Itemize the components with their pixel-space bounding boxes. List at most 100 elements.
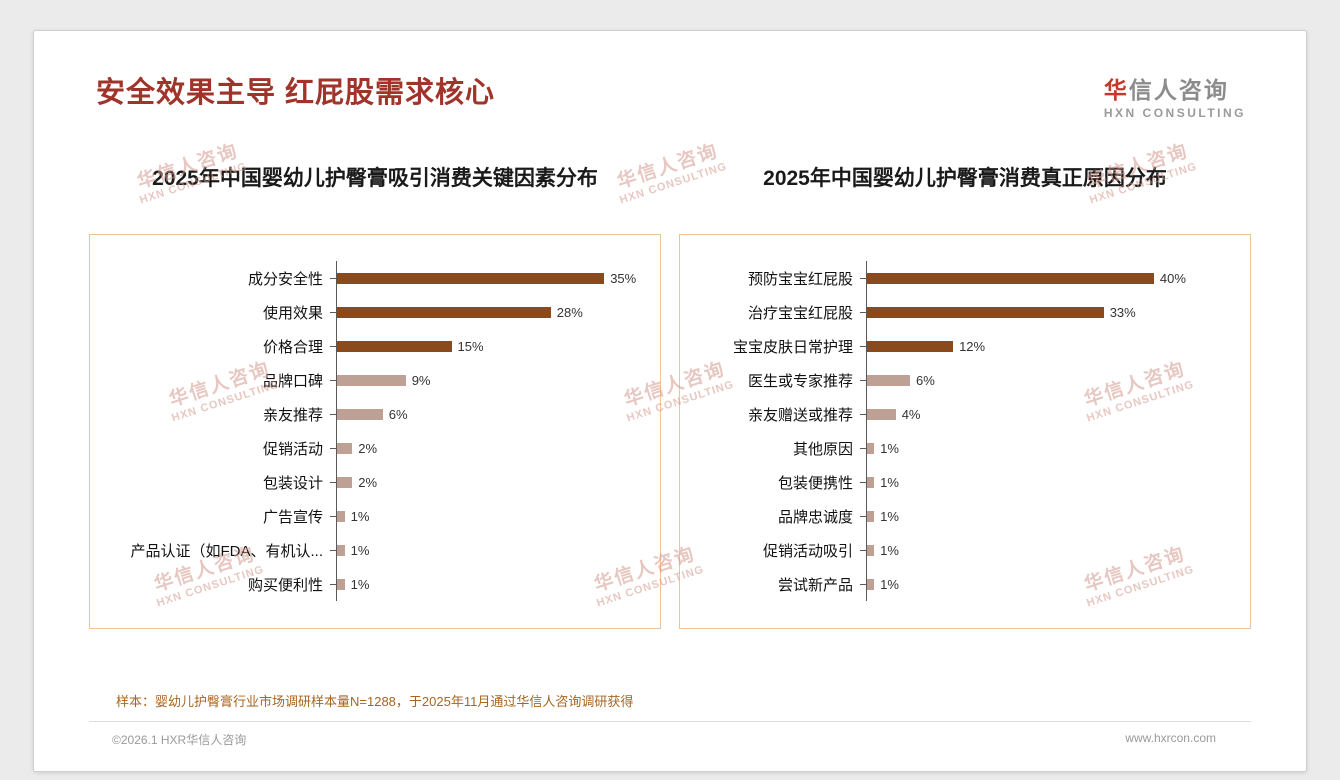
- bar-plot-area: 6%: [336, 397, 650, 431]
- bar: [337, 476, 353, 488]
- category-label: 成分安全性: [247, 270, 323, 288]
- bar-plot-area: 1%: [336, 499, 650, 533]
- bar: [867, 476, 875, 488]
- bar: [337, 306, 551, 318]
- axis-tick: [860, 413, 866, 415]
- bar-plot-area: 1%: [866, 567, 1240, 601]
- bar-chart-right: 预防宝宝红屁股 40% 治疗宝宝红屁股 33% 宝宝皮肤日常护理 12% 医生或专家推荐 6%…: [679, 234, 1251, 629]
- footer-row: ©2026.1 HXR华信人咨询 www.hxrcon.com: [34, 722, 1306, 748]
- bar-row: 医生或专家推荐 6%: [680, 363, 1240, 397]
- category-label: 购买便利性: [247, 576, 323, 594]
- axis-tick: [330, 481, 336, 483]
- value-label: 1%: [880, 576, 899, 592]
- slide-card: 安全效果主导 红屁股需求核心 华信人咨询 HXN CONSULTING 2025…: [33, 30, 1307, 772]
- website-text: www.hxrcon.com: [1125, 731, 1216, 745]
- bar-plot-area: 1%: [866, 465, 1240, 499]
- bar-plot-area: 2%: [336, 431, 650, 465]
- value-label: 4%: [901, 406, 921, 422]
- bar-row: 促销活动吸引 1%: [680, 533, 1240, 567]
- bar: [337, 408, 383, 420]
- value-label: 1%: [880, 440, 899, 456]
- value-label: 1%: [880, 542, 899, 558]
- axis-tick: [860, 481, 866, 483]
- bar-plot-area: 33%: [866, 295, 1240, 329]
- chart-section-right: 2025年中国婴幼儿护臀膏消费真正原因分布 预防宝宝红屁股 40% 治疗宝宝红屁股 3…: [679, 162, 1251, 629]
- bar-plot-area: 9%: [336, 363, 650, 397]
- bar-row: 预防宝宝红屁股 40%: [680, 261, 1240, 295]
- value-label: 6%: [916, 372, 935, 388]
- bar-row: 包装设计 2%: [90, 465, 650, 499]
- bar-plot-area: 35%: [336, 261, 650, 295]
- category-label: 促销活动吸引: [762, 542, 853, 560]
- brand-logo: 华信人咨询 HXN CONSULTING: [1104, 71, 1246, 120]
- category-label: 产品认证（如FDA、有机认...: [130, 542, 323, 560]
- bar-row: 亲友推荐 6%: [90, 397, 650, 431]
- charts-row: 2025年中国婴幼儿护臀膏吸引消费关键因素分布 成分安全性 35% 使用效果 28% 价…: [34, 162, 1306, 629]
- category-label: 亲友赠送或推荐: [747, 406, 853, 424]
- chart-section-left: 2025年中国婴幼儿护臀膏吸引消费关键因素分布 成分安全性 35% 使用效果 28% 价…: [89, 162, 661, 629]
- value-label: 2%: [358, 440, 378, 456]
- footer-divider: [89, 721, 1251, 722]
- axis-tick: [860, 379, 866, 381]
- bar: [867, 306, 1104, 318]
- page-title: 安全效果主导 红屁股需求核心: [96, 77, 496, 109]
- bar-row: 治疗宝宝红屁股 33%: [680, 295, 1240, 329]
- bar-plot-area: 4%: [866, 397, 1240, 431]
- category-label: 品牌忠诚度: [777, 508, 853, 526]
- axis-tick: [860, 345, 866, 347]
- sample-note: 样本：婴幼儿护臀膏行业市场调研样本量N=1288，于2025年11月通过华信人咨…: [116, 694, 634, 709]
- axis-tick: [330, 311, 336, 313]
- bar-plot-area: 1%: [866, 431, 1240, 465]
- axis-tick: [330, 345, 336, 347]
- brand-logo-accent: 华: [1103, 77, 1129, 103]
- bar-row: 成分安全性 35%: [90, 261, 650, 295]
- bar-row: 使用效果 28%: [90, 295, 650, 329]
- category-label: 宝宝皮肤日常护理: [732, 338, 853, 356]
- category-label: 尝试新产品: [777, 576, 853, 594]
- bar-row: 亲友赠送或推荐 4%: [680, 397, 1240, 431]
- axis-tick: [860, 583, 866, 585]
- axis-tick: [860, 311, 866, 313]
- bar: [867, 578, 875, 590]
- bar-row: 产品认证（如FDA、有机认... 1%: [90, 533, 650, 567]
- value-label: 15%: [457, 338, 484, 354]
- category-label: 其他原因: [792, 440, 853, 458]
- bar: [867, 442, 875, 454]
- brand-logo-rest: 信人咨询: [1128, 77, 1229, 103]
- bar-chart-left: 成分安全性 35% 使用效果 28% 价格合理 15% 品牌口碑 9% 亲友推荐 6% 促销活动 2%…: [89, 234, 661, 629]
- bar-row: 包装便携性 1%: [680, 465, 1240, 499]
- bar-plot-area: 1%: [866, 533, 1240, 567]
- bar-row: 促销活动 2%: [90, 431, 650, 465]
- axis-tick: [330, 549, 336, 551]
- axis-tick: [330, 413, 336, 415]
- category-label: 使用效果: [262, 304, 323, 322]
- category-label: 包装设计: [262, 474, 323, 492]
- category-label: 品牌口碑: [262, 372, 323, 390]
- category-label: 广告宣传: [262, 508, 323, 526]
- bar: [337, 578, 345, 590]
- category-label: 医生或专家推荐: [747, 372, 853, 390]
- value-label: 35%: [610, 270, 637, 286]
- value-label: 9%: [411, 372, 431, 388]
- brand-logo-cn: 华信人咨询: [1104, 71, 1246, 105]
- bar-plot-area: 28%: [336, 295, 650, 329]
- bar: [867, 340, 954, 352]
- value-label: 12%: [959, 338, 986, 354]
- bar-plot-area: 12%: [866, 329, 1240, 363]
- copyright-text: ©2026.1 HXR华信人咨询: [112, 733, 247, 747]
- value-label: 1%: [350, 576, 370, 592]
- value-label: 33%: [1109, 304, 1136, 320]
- category-label: 促销活动: [262, 440, 323, 458]
- bar: [337, 510, 345, 522]
- brand-logo-subtitle: HXN CONSULTING: [1103, 106, 1246, 120]
- value-label: 40%: [1159, 270, 1186, 286]
- value-label: 28%: [556, 304, 583, 320]
- bar-plot-area: 15%: [336, 329, 650, 363]
- axis-tick: [330, 583, 336, 585]
- value-label: 1%: [350, 542, 370, 558]
- value-label: 6%: [388, 406, 408, 422]
- axis-tick: [330, 379, 336, 381]
- bar-plot-area: 1%: [866, 499, 1240, 533]
- bar: [337, 374, 406, 386]
- axis-tick: [860, 447, 866, 449]
